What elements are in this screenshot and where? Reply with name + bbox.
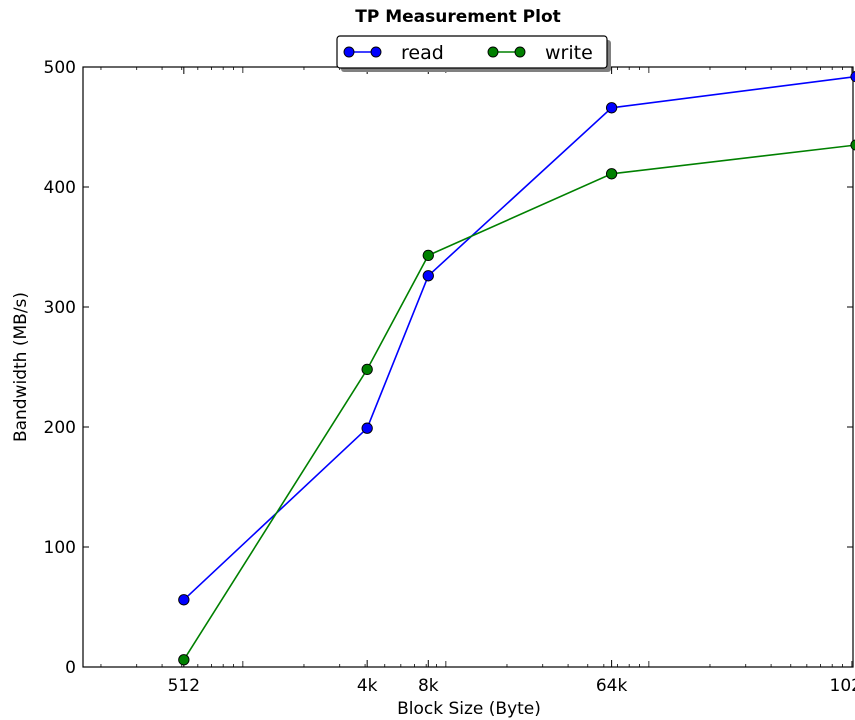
data-point-read (361, 422, 373, 434)
series-layer (178, 71, 855, 666)
data-point-write (605, 168, 618, 180)
plot-area (82, 66, 854, 668)
legend-label-write: write (545, 42, 593, 64)
x-tick-label: 1024k (830, 676, 855, 696)
data-point-read (178, 594, 190, 606)
x-axis-label: Block Size (Byte) (397, 699, 541, 719)
data-point-read (850, 71, 855, 83)
y-tick-label: 300 (44, 298, 76, 318)
legend-marker-read (370, 46, 382, 58)
data-point-write (178, 654, 190, 666)
data-point-read (605, 102, 618, 114)
x-tick-label: 4k (357, 676, 378, 696)
y-tick-label: 400 (44, 178, 76, 198)
legend: read write (336, 35, 611, 72)
y-tick-label: 500 (44, 58, 76, 78)
legend-box (336, 35, 608, 69)
chart-title: TP Measurement Plot (355, 7, 561, 27)
legend-marker-write (487, 46, 499, 58)
x-tick-label: 512 (168, 676, 200, 696)
legend-marker-read (343, 46, 355, 58)
data-point-read (422, 270, 434, 282)
x-tick-label: 8k (418, 676, 439, 696)
data-point-write (850, 139, 855, 151)
y-tick-label: 0 (65, 658, 76, 678)
legend-label-read: read (401, 42, 444, 64)
y-axis-ticks: 0 100 200 300 400 500 (44, 58, 853, 678)
legend-marker-write (514, 46, 526, 58)
data-point-write (361, 363, 373, 376)
y-axis-label: Bandwidth (MB/s) (11, 292, 31, 442)
y-tick-label: 200 (44, 418, 76, 438)
x-tick-label: 64k (596, 676, 628, 696)
legend-entries: read write (343, 42, 593, 64)
series-line-write (183, 144, 855, 661)
x-axis-ticks: 512 4k 8k 64k 1024k (100, 67, 855, 696)
series-line-read (183, 75, 855, 601)
data-point-write (422, 249, 434, 262)
y-tick-label: 100 (44, 538, 76, 558)
